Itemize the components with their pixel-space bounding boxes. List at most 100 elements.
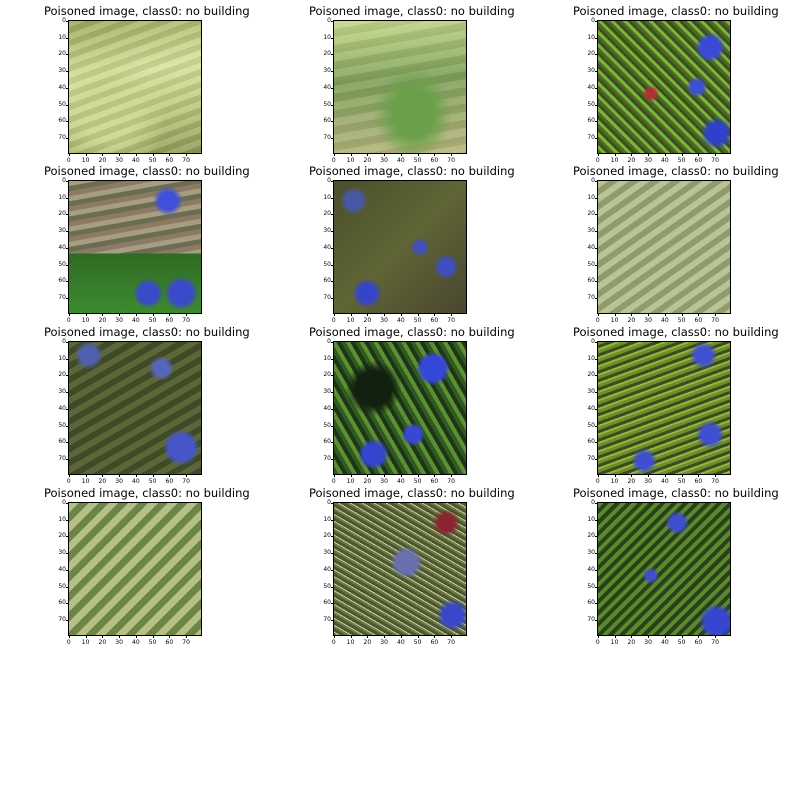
y-tick-label: 0 <box>62 16 66 24</box>
y-tick-label: 10 <box>587 515 595 523</box>
y-tick-mark <box>595 459 597 461</box>
x-tick-label: 60 <box>165 639 174 646</box>
y-tick-label: 40 <box>323 565 331 573</box>
y-tick-label: 0 <box>591 337 595 345</box>
y-tick-label: 40 <box>587 565 595 573</box>
x-tick-label: 70 <box>182 478 190 485</box>
y-tick-mark <box>331 281 333 283</box>
y-tick-label: 50 <box>323 260 331 268</box>
y-tick-label: 70 <box>323 455 331 463</box>
y-tick-label: 30 <box>587 388 595 396</box>
x-tick-label: 0 <box>66 157 71 164</box>
y-tick-mark <box>331 298 333 300</box>
x-tick-mark <box>614 636 616 638</box>
y-tick-mark <box>595 586 597 588</box>
y-tick-mark <box>595 214 597 216</box>
x-tick-label: 40 <box>132 478 140 485</box>
y-tick-label: 40 <box>323 404 331 412</box>
y-tick-label: 70 <box>323 294 331 302</box>
x-tick-label: 70 <box>447 317 455 324</box>
x-tick-mark <box>68 314 70 316</box>
x-tick-mark <box>384 475 386 477</box>
x-tick-label: 50 <box>148 317 157 324</box>
x-tick-mark <box>333 636 335 638</box>
x-tick-label: 50 <box>677 317 686 324</box>
x-tick-label: 70 <box>711 639 719 646</box>
x-tick-mark <box>367 636 369 638</box>
x-tick-label: 30 <box>644 478 652 485</box>
x-tick-label: 40 <box>397 317 405 324</box>
y-tick-mark <box>66 180 68 182</box>
panel-title: Poisoned image, class0: no building <box>309 164 515 178</box>
x-tick-label: 0 <box>595 317 600 324</box>
x-tick-mark <box>350 636 352 638</box>
y-tick-mark <box>331 408 333 410</box>
x-tick-label: 0 <box>66 478 71 485</box>
y-tick-label: 70 <box>58 455 66 463</box>
y-tick-mark <box>66 569 68 571</box>
y-tick-mark <box>66 298 68 300</box>
y-tick-label: 50 <box>587 100 595 108</box>
y-tick-mark <box>595 20 597 22</box>
y-tick-mark <box>66 620 68 622</box>
x-tick-label: 40 <box>661 478 669 485</box>
x-tick-mark <box>631 314 633 316</box>
y-tick-mark <box>595 425 597 427</box>
x-tick-mark <box>631 636 633 638</box>
y-tick-mark <box>66 20 68 22</box>
x-tick-label: 30 <box>115 317 123 324</box>
y-tick-label: 60 <box>58 599 66 607</box>
y-tick-mark <box>331 104 333 106</box>
y-tick-mark <box>595 341 597 343</box>
y-tick-label: 50 <box>323 100 331 108</box>
y-tick-label: 60 <box>587 117 595 125</box>
image-panel: Poisoned image, class0: no building 0 10 20… <box>309 164 515 324</box>
x-tick-label: 0 <box>331 157 336 164</box>
x-tick-mark <box>169 314 171 316</box>
y-tick-mark <box>595 603 597 605</box>
x-tick-mark <box>85 154 87 156</box>
y-tick-label: 60 <box>58 277 66 285</box>
y-tick-label: 10 <box>323 354 331 362</box>
x-tick-label: 70 <box>182 317 190 324</box>
y-tick-mark <box>331 603 333 605</box>
y-tick-label: 30 <box>58 549 66 557</box>
y-tick-mark <box>66 425 68 427</box>
x-tick-mark <box>135 475 137 477</box>
x-tick-label: 30 <box>644 639 652 646</box>
panel-title: Poisoned image, class0: no building <box>573 486 779 500</box>
y-tick-label: 70 <box>323 616 331 624</box>
x-tick-label: 20 <box>98 157 107 164</box>
x-tick-label: 0 <box>595 639 600 646</box>
x-tick-mark <box>152 636 154 638</box>
y-tick-label: 0 <box>327 176 331 184</box>
y-tick-mark <box>66 408 68 410</box>
x-tick-mark <box>648 314 650 316</box>
y-tick-mark <box>331 341 333 343</box>
aerial-image <box>333 341 467 475</box>
x-tick-mark <box>698 154 700 156</box>
y-tick-label: 0 <box>591 498 595 506</box>
x-tick-label: 0 <box>595 157 600 164</box>
image-panel: Poisoned image, class0: no building 0 10 20… <box>309 4 515 164</box>
y-tick-mark <box>66 104 68 106</box>
x-tick-label: 50 <box>413 478 422 485</box>
x-tick-label: 60 <box>694 639 703 646</box>
x-tick-mark <box>614 314 616 316</box>
panel-title: Poisoned image, class0: no building <box>309 4 515 18</box>
x-tick-mark <box>169 154 171 156</box>
y-tick-mark <box>66 138 68 140</box>
aerial-image <box>333 502 467 636</box>
y-tick-mark <box>595 54 597 56</box>
x-tick-label: 10 <box>81 157 90 164</box>
y-tick-label: 20 <box>323 532 331 540</box>
y-tick-mark <box>331 54 333 56</box>
image-panel: Poisoned image, class0: no building 0 10 20… <box>44 4 250 164</box>
x-tick-label: 20 <box>98 639 107 646</box>
y-tick-mark <box>331 214 333 216</box>
y-tick-label: 70 <box>58 616 66 624</box>
y-tick-label: 10 <box>58 515 66 523</box>
y-tick-label: 50 <box>587 260 595 268</box>
y-tick-mark <box>66 264 68 266</box>
x-tick-mark <box>102 314 104 316</box>
